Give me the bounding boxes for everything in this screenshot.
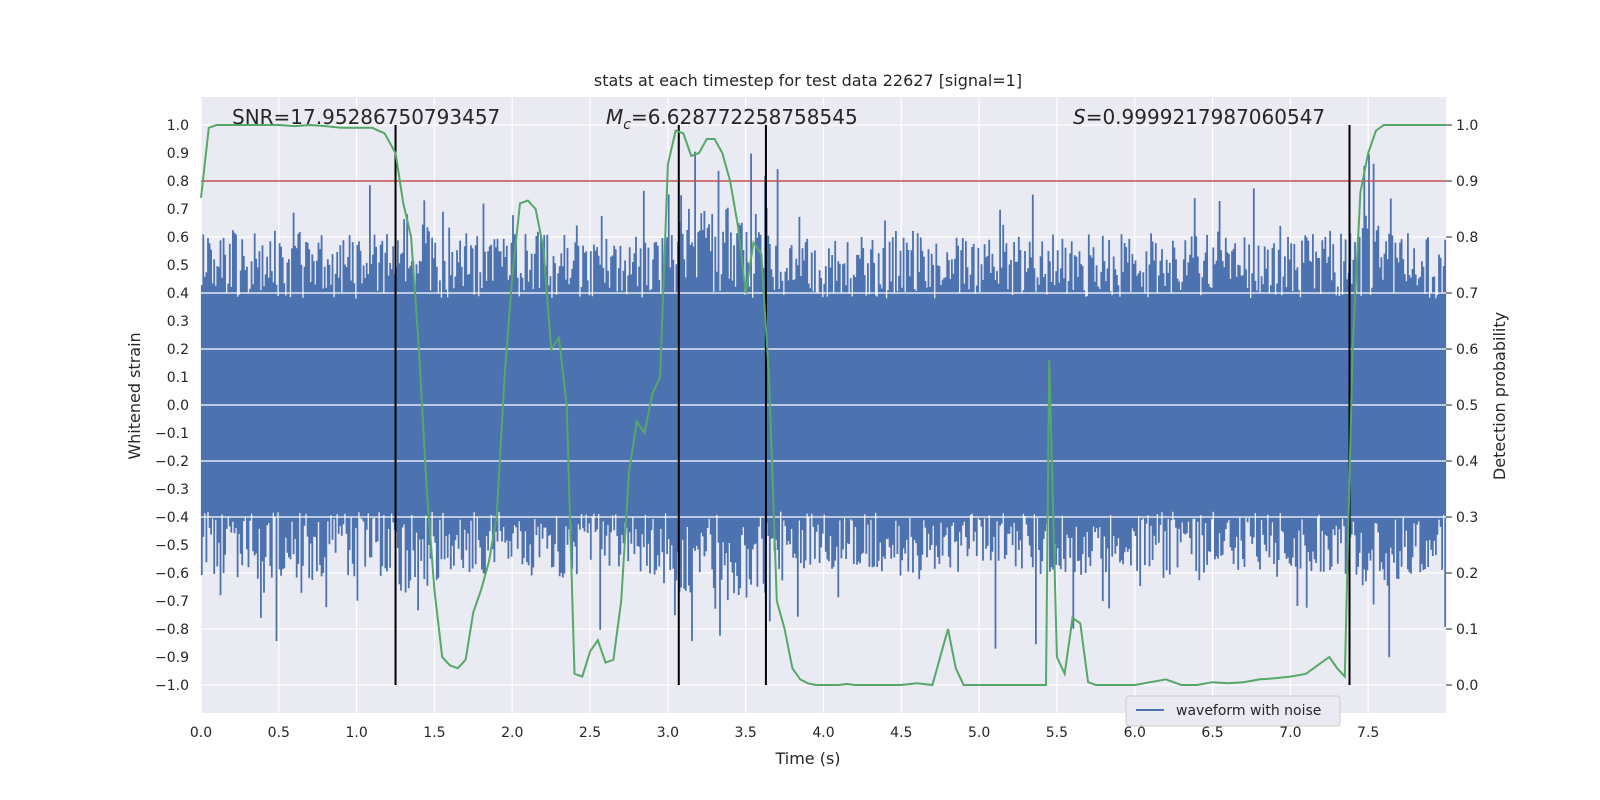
y-tick-label: −1.0 (155, 678, 189, 694)
x-tick-label: 2.0 (501, 725, 523, 741)
y-axis-title: Whitened strain (125, 332, 144, 459)
x-tick-label: 5.5 (1046, 725, 1068, 741)
x-tick-label: 0.5 (268, 725, 290, 741)
vertical-lines (394, 125, 1351, 685)
y2-tick-label: 0.6 (1456, 342, 1478, 358)
x-tick-label: 7.0 (1279, 725, 1301, 741)
y2-tick-label: 0.9 (1456, 174, 1478, 190)
probability-line (200, 123, 1446, 687)
y-tick-label: 0.3 (167, 314, 189, 330)
x-tick-label: 5.0 (968, 725, 990, 741)
s-value: =0.9999217987060547 (1086, 105, 1325, 129)
x-tick-label: 3.0 (657, 725, 679, 741)
chirp-mass-annotation: Mc=6.628772258758545 (606, 105, 858, 133)
x-tick-label: 0.0 (190, 725, 212, 741)
y-tick-label: 0.6 (167, 230, 189, 246)
y-tick-label: −0.2 (155, 454, 189, 470)
y2-tick-label: 0.5 (1456, 398, 1478, 414)
y2-tick-label: 1.0 (1456, 118, 1478, 134)
y2-tick-label: 0.1 (1456, 622, 1478, 638)
x-tick-label: 2.5 (579, 725, 601, 741)
x-tick-label: 1.5 (423, 725, 445, 741)
chirp-mass-value: =6.628772258758545 (631, 105, 858, 129)
y2-tick-label: 0.8 (1456, 230, 1478, 246)
y-tick-label: −0.7 (155, 594, 189, 610)
probability-series (200, 123, 1446, 687)
chirp-mass-symbol: M (606, 105, 623, 129)
x-axis-title: Time (s) (774, 749, 840, 768)
y2-tick-label: 0.7 (1456, 286, 1478, 302)
x-tick-label: 7.5 (1357, 725, 1379, 741)
noise-series (200, 151, 1447, 658)
y2-tick-label: 0.2 (1456, 566, 1478, 582)
s-symbol: S (1073, 105, 1086, 129)
y-tick-label: 0.8 (167, 174, 189, 190)
y-axis-ticks: −1.0 −0.9 −0.8 −0.7 −0.6 −0.5 −0.4 −0.3 −0.2 −0.1… (155, 118, 189, 694)
x-tick-label: 3.5 (735, 725, 757, 741)
s-annotation: S=0.9999217987060547 (1073, 105, 1325, 129)
x-tick-label: 6.0 (1124, 725, 1146, 741)
y2-tick-label: 0.3 (1456, 510, 1478, 526)
x-axis-ticks: 0.0 0.5 1.0 1.5 2.0 2.5 3.0 3.5 4.0 4.5 5.0 5.5 6.0 6… (190, 725, 1379, 741)
y2-tick-label: 0.0 (1456, 678, 1478, 694)
y-tick-label: −0.4 (155, 510, 189, 526)
y-tick-label: 0.5 (167, 258, 189, 274)
legend-box (1125, 695, 1341, 727)
y-tick-label: 0.2 (167, 342, 189, 358)
x-tick-label: 4.0 (812, 725, 834, 741)
y-tick-label: 0.1 (167, 370, 189, 386)
y-tick-label: 0.4 (167, 286, 189, 302)
legend-label: waveform with noise (1176, 703, 1321, 719)
x-tick-label: 1.0 (345, 725, 367, 741)
y-tick-label: −0.8 (155, 622, 189, 638)
y2-tick-label: 0.4 (1456, 454, 1478, 470)
snr-annotation: SNR=17.95286750793457 (232, 105, 500, 129)
y-tick-label: −0.9 (155, 650, 189, 666)
legend: waveform with noise (1125, 695, 1341, 727)
y-tick-label: 0.7 (167, 202, 189, 218)
y-tick-label: 1.0 (167, 118, 189, 134)
y-tick-label: −0.5 (155, 538, 189, 554)
x-tick-label: 4.5 (890, 725, 912, 741)
x-tick-label: 6.5 (1201, 725, 1223, 741)
y2-axis-title: Detection probability (1490, 312, 1509, 480)
y-tick-label: −0.6 (155, 566, 189, 582)
y-tick-label: −0.1 (155, 426, 189, 442)
chirp-mass-subscript: c (623, 117, 631, 133)
y-tick-label: 0.9 (167, 146, 189, 162)
y2-axis-ticks: 0.0 0.1 0.2 0.3 0.4 0.5 0.6 0.7 0.8 0.9 1.0 (1446, 118, 1478, 694)
y-tick-label: 0.0 (167, 398, 189, 414)
chart-title: stats at each timestep for test data 226… (594, 71, 1022, 90)
y-tick-label: −0.3 (155, 482, 189, 498)
